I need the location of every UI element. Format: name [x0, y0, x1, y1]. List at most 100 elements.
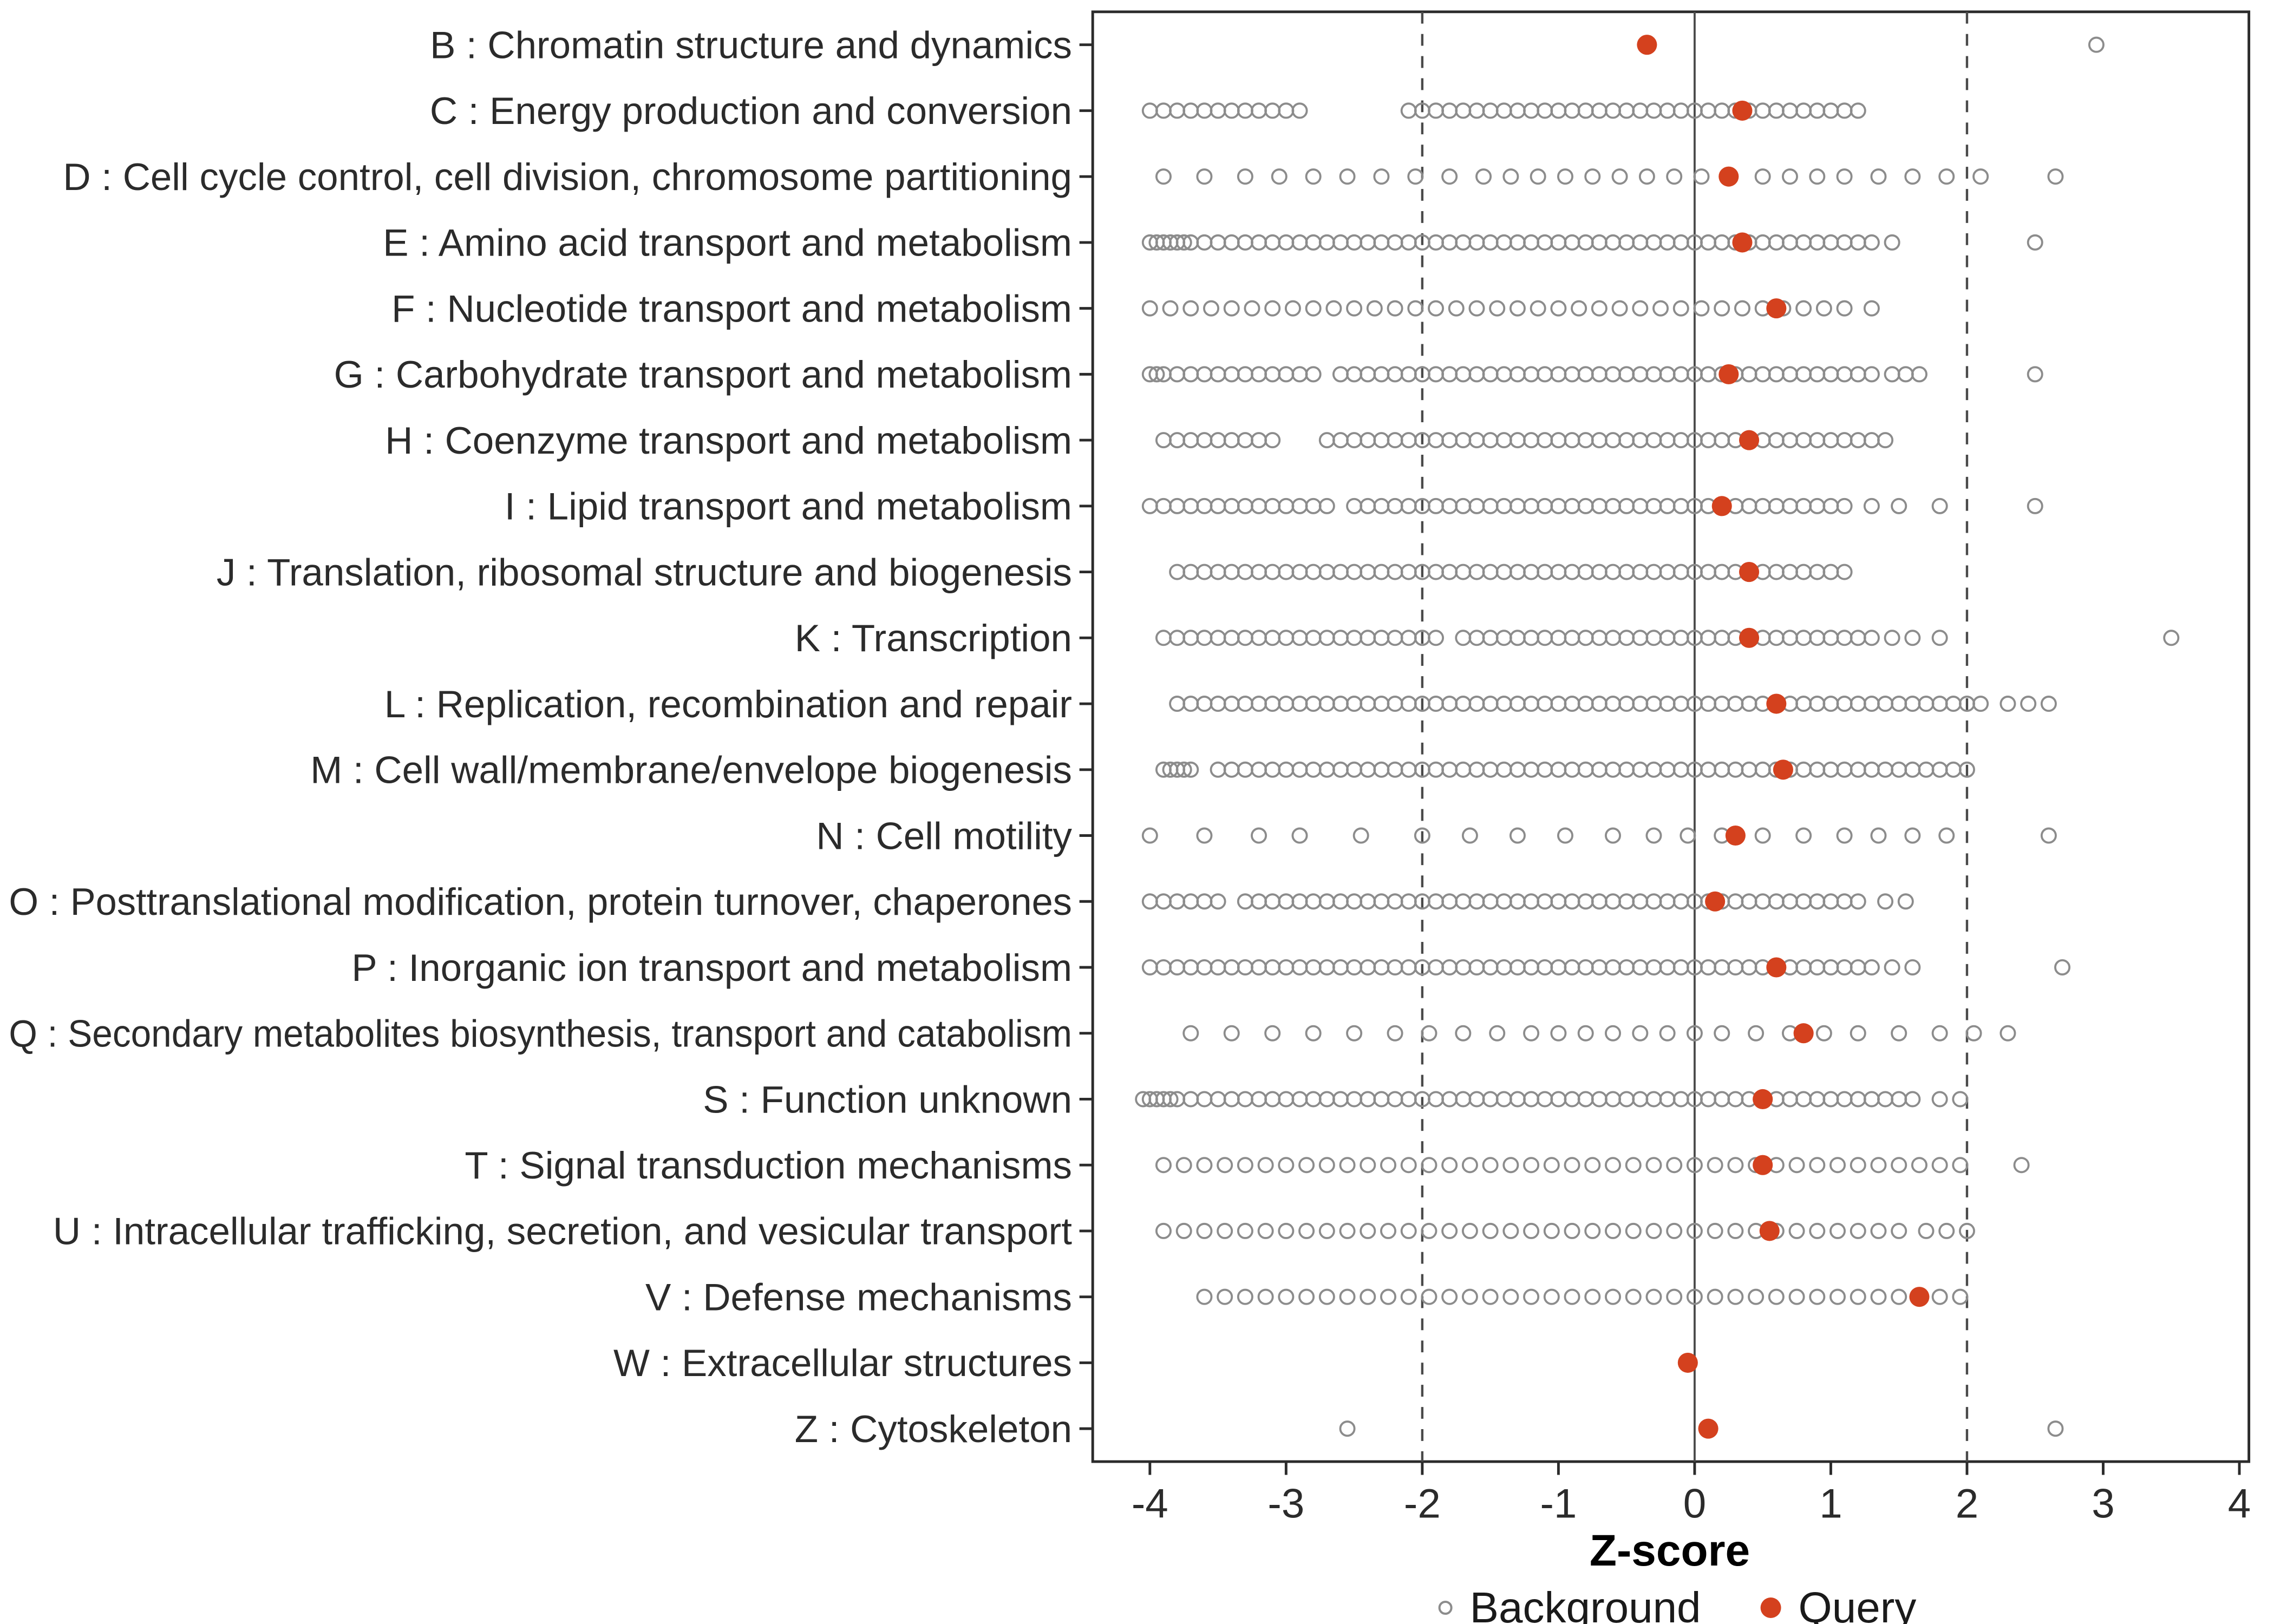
background-point: [1182, 300, 1199, 317]
background-point: [1162, 1091, 1179, 1108]
x-axis-title: Z-score: [1589, 1526, 1750, 1575]
background-point: [1182, 761, 1199, 778]
background-point: [1904, 168, 1921, 185]
background-point: [1387, 300, 1403, 317]
background-point: [1891, 1222, 1907, 1239]
background-point: [1584, 1157, 1601, 1174]
background-point: [1672, 300, 1689, 317]
background-point: [1196, 1157, 1213, 1174]
background-point: [1734, 300, 1750, 317]
background-point: [1952, 1157, 1969, 1174]
background-point: [1509, 300, 1526, 317]
background-point: [1489, 300, 1506, 317]
background-point: [1441, 1157, 1458, 1174]
background-point: [1346, 1025, 1363, 1042]
background-point: [1584, 1288, 1601, 1305]
background-point: [2020, 696, 2037, 712]
category-label: L : Replication, recombination and repai…: [384, 683, 1072, 726]
background-point: [1175, 1157, 1192, 1174]
background-point: [1175, 234, 1192, 251]
background-point: [1278, 1222, 1295, 1239]
background-point: [1244, 300, 1260, 317]
background-point: [1788, 1288, 1805, 1305]
background-point: [1380, 1288, 1396, 1305]
background-point: [1237, 1157, 1253, 1174]
background-point: [1564, 1157, 1580, 1174]
background-point: [2027, 366, 2043, 383]
category-label: G : Carbohydrate transport and metabolis…: [334, 353, 1072, 396]
background-point: [1836, 497, 1853, 514]
query-point: [1725, 825, 1746, 846]
background-point: [1707, 1157, 1723, 1174]
background-point: [1605, 1025, 1622, 1042]
open-circle-icon: [1438, 1601, 1453, 1615]
legend-item-background: Background: [1438, 1583, 1701, 1624]
background-point: [1645, 1288, 1662, 1305]
background-point: [1829, 1157, 1846, 1174]
category-label: J : Translation, ribosomal structure and…: [217, 551, 1072, 594]
background-point: [1850, 893, 1866, 910]
background-point: [1815, 300, 1832, 317]
background-point: [1938, 168, 1955, 185]
category-label: V : Defense mechanisms: [645, 1276, 1072, 1319]
background-point: [1352, 827, 1369, 844]
background-point: [1400, 1157, 1417, 1174]
legend-query-label: Query: [1798, 1583, 1917, 1624]
background-point: [1141, 827, 1158, 844]
background-point: [1972, 168, 1989, 185]
background-point: [1605, 1288, 1622, 1305]
background-point: [1217, 1288, 1233, 1305]
category-label: M : Cell wall/membrane/envelope biogenes…: [310, 749, 1072, 792]
background-point: [1421, 1222, 1437, 1239]
legend: Background Query: [1438, 1583, 1917, 1624]
background-point: [1305, 168, 1322, 185]
background-point: [1421, 1157, 1437, 1174]
background-point: [1251, 827, 1267, 844]
background-point: [1815, 1025, 1832, 1042]
background-point: [1557, 827, 1573, 844]
background-point: [1714, 300, 1730, 317]
background-point: [1884, 959, 1900, 975]
background-point: [1530, 300, 1546, 317]
category-label: O : Posttranslational modification, prot…: [9, 881, 1072, 924]
background-point: [1768, 1288, 1785, 1305]
background-point: [1748, 1288, 1765, 1305]
background-point: [1829, 1222, 1846, 1239]
background-point: [1373, 168, 1390, 185]
background-point: [1360, 1222, 1376, 1239]
background-point: [1298, 1222, 1315, 1239]
query-point: [1711, 496, 1732, 516]
background-point: [1217, 1157, 1233, 1174]
background-point: [1584, 168, 1601, 185]
background-point: [2040, 696, 2057, 712]
x-tick-label: 2: [1956, 1481, 1978, 1527]
background-point: [1938, 827, 1955, 844]
background-point: [1550, 1025, 1567, 1042]
background-point: [1318, 497, 1335, 514]
background-point: [1175, 761, 1192, 778]
x-tick-label: 1: [1819, 1481, 1842, 1527]
background-point: [1360, 1157, 1376, 1174]
background-point: [1203, 300, 1220, 317]
background-point: [1931, 497, 1948, 514]
background-point: [2027, 497, 2043, 514]
x-tick-label: -2: [1404, 1481, 1441, 1527]
x-tick-label: 4: [2228, 1481, 2251, 1527]
background-point: [1850, 1157, 1866, 1174]
background-point: [1223, 1025, 1240, 1042]
query-point: [1773, 759, 1793, 780]
background-point: [1625, 1288, 1642, 1305]
background-point: [1217, 1222, 1233, 1239]
background-point: [1441, 1222, 1458, 1239]
background-point: [1325, 300, 1342, 317]
category-label: D : Cell cycle control, cell division, c…: [63, 156, 1072, 199]
background-point: [1523, 1288, 1540, 1305]
background-point: [1625, 1222, 1642, 1239]
category-label: F : Nucleotide transport and metabolism: [391, 287, 1072, 330]
background-point: [1305, 300, 1322, 317]
plot-panel: [1091, 10, 2251, 1463]
background-point: [1482, 1288, 1499, 1305]
background-point: [1965, 1025, 1982, 1042]
background-point: [1530, 168, 1546, 185]
background-point: [1577, 1025, 1594, 1042]
